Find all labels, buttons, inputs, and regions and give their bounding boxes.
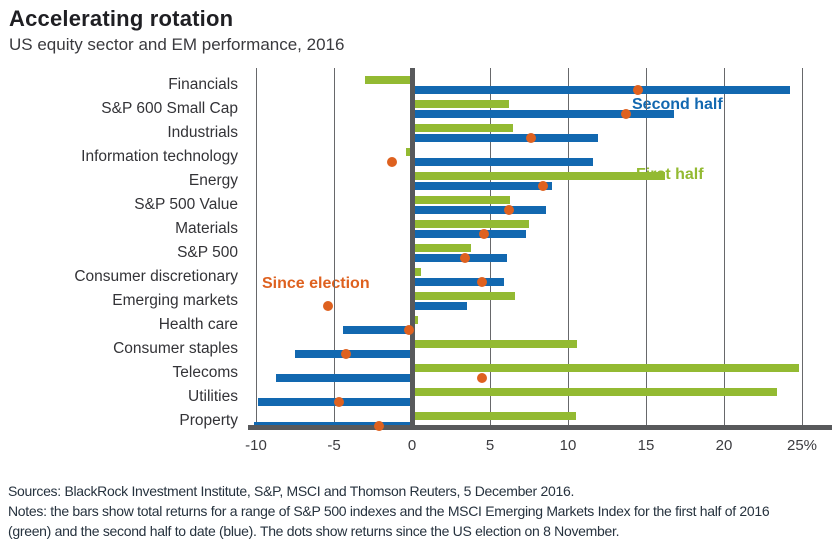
x-tick-label: 25% bbox=[786, 437, 818, 454]
zero-axis-line bbox=[409, 68, 415, 430]
category-label: S&P 500 bbox=[177, 244, 238, 261]
bar-first-half bbox=[412, 244, 472, 252]
chart-title: Accelerating rotation bbox=[9, 6, 234, 31]
dot-since-election bbox=[525, 133, 536, 143]
dot-since-election bbox=[341, 349, 352, 359]
legend-since-election: Since election bbox=[262, 275, 370, 292]
dot-since-election bbox=[403, 325, 414, 335]
x-tick-label: 0 bbox=[407, 437, 417, 454]
bar-first-half bbox=[405, 148, 412, 156]
x-tick-label: 5 bbox=[485, 437, 495, 454]
bar-first-half bbox=[412, 124, 514, 132]
dot-since-election bbox=[538, 181, 549, 191]
bar-first-half bbox=[412, 412, 576, 420]
x-tick-label: 10 bbox=[559, 437, 577, 454]
dot-since-election bbox=[460, 253, 471, 263]
bar-first-half bbox=[365, 76, 412, 84]
category-label: Telecoms bbox=[172, 364, 238, 381]
gridline bbox=[645, 68, 647, 425]
x-tick-label: -10 bbox=[245, 437, 267, 454]
bar-second-half bbox=[412, 206, 547, 214]
bar-first-half bbox=[412, 220, 529, 228]
bar-first-half bbox=[412, 364, 799, 372]
category-label: Information technology bbox=[81, 148, 238, 165]
category-label: Utilities bbox=[188, 388, 238, 405]
gridline bbox=[333, 68, 335, 425]
bar-first-half bbox=[412, 316, 419, 324]
bar-second-half bbox=[412, 302, 467, 310]
chart-subtitle: US equity sector and EM performance, 201… bbox=[9, 35, 345, 54]
dot-since-election bbox=[477, 277, 488, 287]
category-label: Materials bbox=[175, 220, 238, 237]
gridline bbox=[723, 68, 725, 425]
category-label: Consumer discretionary bbox=[74, 268, 238, 285]
category-label: Consumer staples bbox=[113, 340, 238, 357]
bar-second-half bbox=[412, 230, 526, 238]
bar-first-half bbox=[412, 172, 665, 180]
dot-since-election bbox=[333, 397, 344, 407]
dot-since-election bbox=[478, 229, 489, 239]
category-label: Property bbox=[179, 412, 238, 429]
dot-since-election bbox=[374, 421, 385, 431]
bar-first-half bbox=[412, 340, 578, 348]
bar-second-half bbox=[412, 254, 508, 262]
bar-second-half bbox=[343, 326, 412, 334]
bar-first-half bbox=[412, 388, 778, 396]
x-tick-label: 15 bbox=[637, 437, 655, 454]
bar-second-half bbox=[412, 110, 675, 118]
dot-since-election bbox=[477, 373, 488, 383]
gridline bbox=[801, 68, 803, 425]
category-label: S&P 500 Value bbox=[134, 196, 238, 213]
bar-first-half bbox=[412, 292, 515, 300]
bar-second-half bbox=[412, 158, 593, 166]
bar-second-half bbox=[412, 278, 505, 286]
bar-first-half bbox=[412, 100, 509, 108]
x-tick-label: -5 bbox=[327, 437, 341, 454]
category-label: Emerging markets bbox=[112, 292, 238, 309]
dot-since-election bbox=[633, 85, 644, 95]
bar-second-half bbox=[412, 134, 598, 142]
category-label: Financials bbox=[168, 76, 238, 93]
notes-line-2: (green) and the second half to date (blu… bbox=[8, 523, 620, 539]
notes-line-1: Notes: the bars show total returns for a… bbox=[8, 503, 770, 519]
dot-since-election bbox=[386, 157, 397, 167]
dot-since-election bbox=[322, 301, 333, 311]
dot-since-election bbox=[620, 109, 631, 119]
chart-footer: Sources: BlackRock Investment Institute,… bbox=[8, 481, 838, 541]
category-label: Energy bbox=[188, 172, 238, 189]
x-tick-label: 20 bbox=[715, 437, 733, 454]
bar-second-half bbox=[276, 374, 412, 382]
dot-since-election bbox=[503, 205, 514, 215]
gridline bbox=[567, 68, 569, 425]
category-label: Health care bbox=[158, 316, 238, 333]
category-label: Industrials bbox=[167, 124, 238, 141]
bar-second-half bbox=[295, 350, 412, 358]
gridline bbox=[255, 68, 257, 425]
bar-first-half bbox=[412, 268, 422, 276]
sources-line: Sources: BlackRock Investment Institute,… bbox=[8, 483, 575, 499]
bar-second-half bbox=[412, 86, 790, 94]
legend-second-half: Second half bbox=[632, 96, 723, 113]
gridline bbox=[489, 68, 491, 425]
category-label: S&P 600 Small Cap bbox=[101, 100, 238, 117]
bar-first-half bbox=[412, 196, 511, 204]
bar-second-half bbox=[412, 182, 553, 190]
x-axis-line bbox=[248, 425, 832, 430]
